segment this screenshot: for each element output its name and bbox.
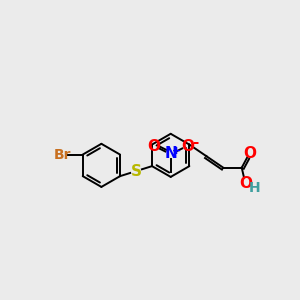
Text: S: S [130, 164, 142, 178]
Text: Br: Br [54, 148, 71, 162]
Text: +: + [172, 146, 181, 156]
Text: H: H [249, 181, 261, 195]
Text: O: O [239, 176, 252, 190]
Text: O: O [181, 139, 194, 154]
Text: -: - [192, 135, 199, 150]
Text: N: N [164, 146, 177, 161]
Text: O: O [243, 146, 256, 161]
Text: O: O [147, 139, 160, 154]
